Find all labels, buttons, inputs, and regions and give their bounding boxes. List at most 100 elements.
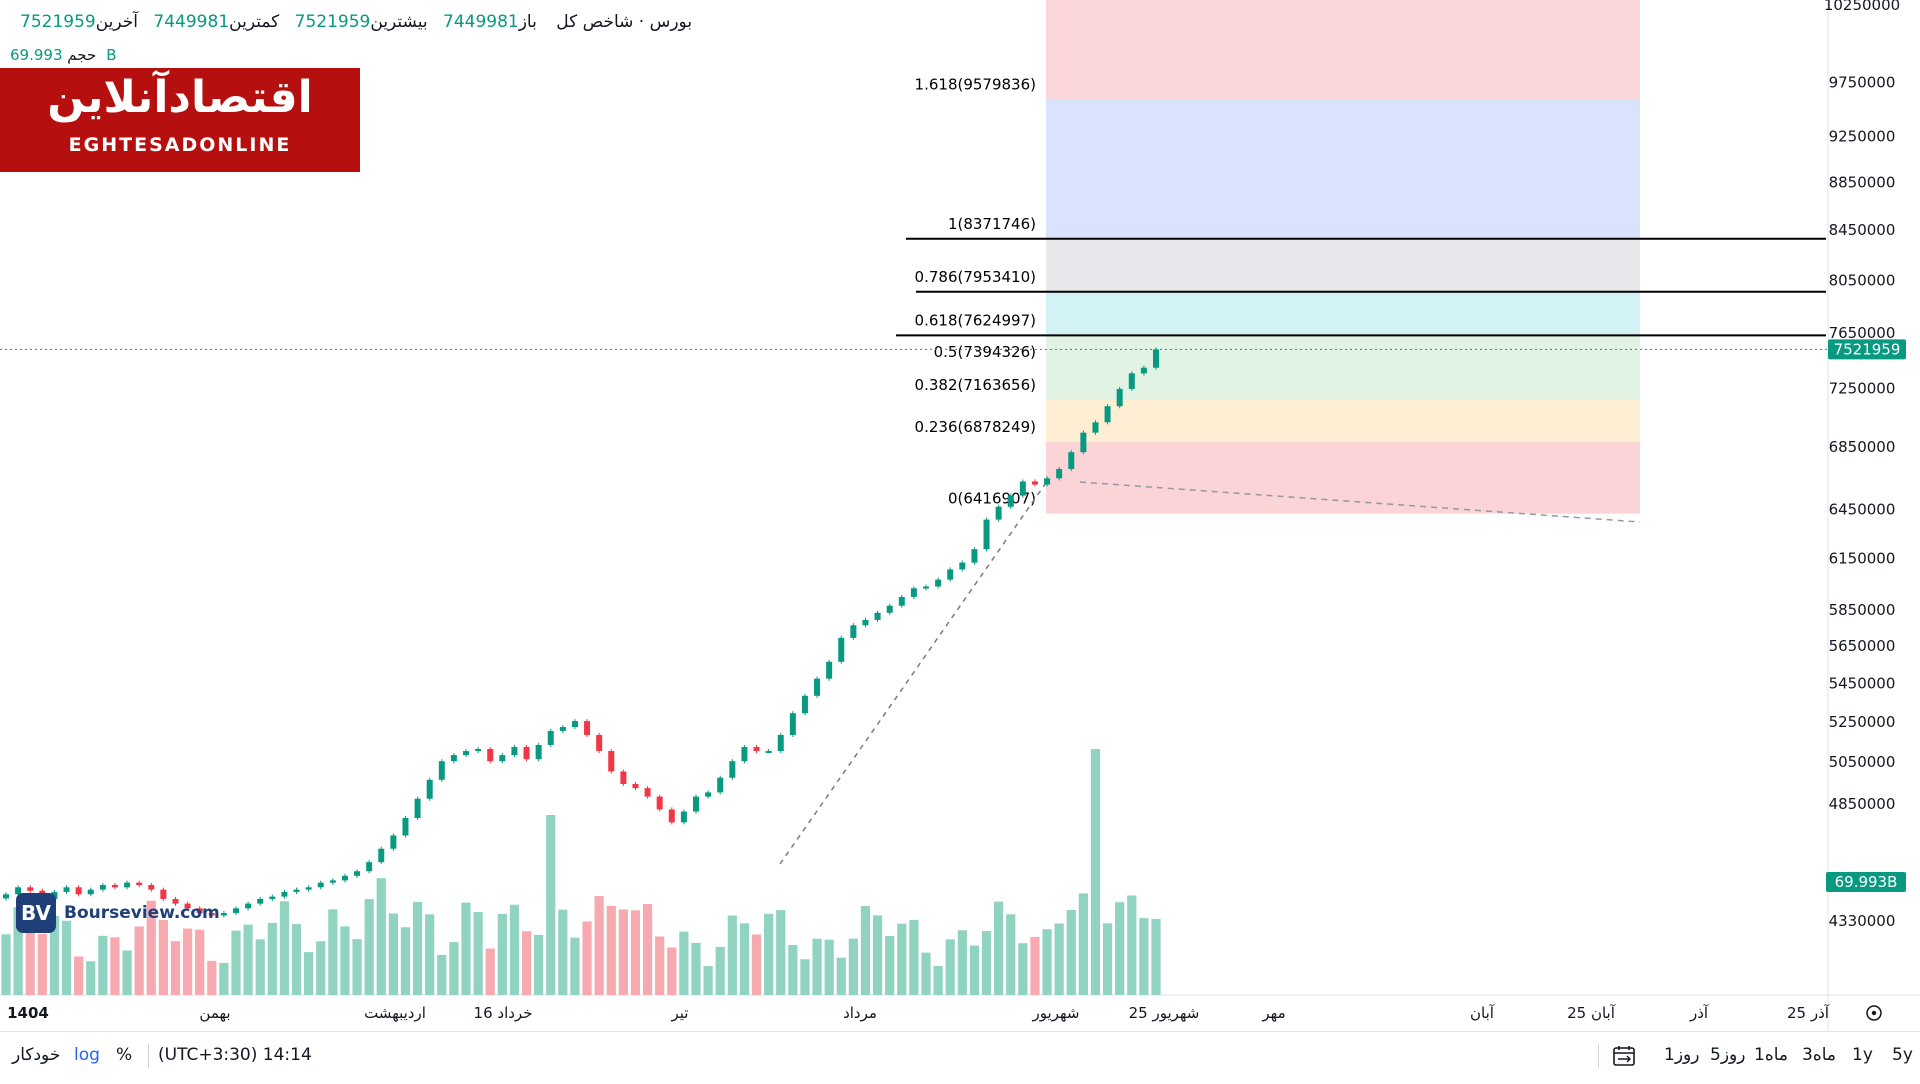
volume-bar bbox=[885, 935, 895, 995]
candle-body bbox=[1128, 373, 1135, 389]
candle-body bbox=[196, 908, 203, 914]
ohlc-legend: بورس · شاخص کل باز7449981 بیشترین7521959… bbox=[10, 12, 692, 32]
candle-body bbox=[693, 796, 699, 812]
period-1d-button[interactable]: 1روز bbox=[1664, 1045, 1700, 1065]
candle-body bbox=[438, 761, 445, 780]
volume-bar bbox=[860, 906, 871, 995]
volume-bar bbox=[691, 942, 701, 995]
candle-body bbox=[547, 730, 554, 745]
volume-bar bbox=[618, 909, 628, 995]
candle-body bbox=[1080, 432, 1087, 453]
price-axis-label: 4330000 bbox=[1829, 912, 1896, 930]
volume-bar bbox=[49, 915, 60, 995]
candle-body bbox=[535, 744, 542, 760]
volume-bar bbox=[388, 913, 398, 995]
period-3m-button[interactable]: 3ماه bbox=[1802, 1045, 1837, 1065]
price-axis-label: 6150000 bbox=[1829, 550, 1896, 568]
auto-scale-toggle[interactable]: خودکار bbox=[12, 1045, 61, 1065]
volume-bar bbox=[582, 921, 592, 995]
time-axis-label: 1404 bbox=[7, 1004, 49, 1022]
period-5d-button[interactable]: 5روز bbox=[1710, 1045, 1746, 1065]
period-1m-button[interactable]: 1ماه bbox=[1754, 1045, 1789, 1065]
candle-body bbox=[850, 625, 857, 638]
price-axis-label: 9250000 bbox=[1829, 128, 1896, 146]
close-label: آخرین bbox=[95, 12, 139, 32]
candle-body bbox=[414, 798, 421, 819]
time-axis: 1404 بهمن اردیبهشت 16 خرداد تیر مرداد شهریور 25… bbox=[7, 1004, 1830, 1022]
volume-bar bbox=[461, 902, 471, 995]
candle-body bbox=[1068, 452, 1075, 470]
price-axis-label: 10250000 bbox=[1824, 0, 1900, 14]
toolbar-divider bbox=[148, 1044, 149, 1068]
volume-bar bbox=[824, 939, 834, 995]
logo-english-text: EGHTESADONLINE bbox=[68, 134, 292, 156]
fib-level-label: 0(6416907) bbox=[948, 490, 1036, 508]
volume-bar bbox=[848, 938, 858, 995]
time-axis-label: اردیبهشت bbox=[364, 1004, 426, 1022]
volume-bar bbox=[1054, 923, 1064, 995]
candle-body bbox=[656, 796, 663, 810]
candle-body bbox=[148, 884, 155, 890]
candle-body bbox=[886, 605, 893, 613]
volume-bar bbox=[1006, 914, 1016, 995]
period-5y-button[interactable]: 5y bbox=[1892, 1045, 1913, 1065]
price-axis-label: 8850000 bbox=[1829, 173, 1896, 191]
symbol-name[interactable]: بورس · شاخص کل bbox=[556, 12, 693, 32]
volume-bar bbox=[546, 815, 556, 995]
price-axis: 10250000 9750000 9250000 8850000 8450000 8050… bbox=[1824, 0, 1906, 930]
volume-bar bbox=[340, 926, 350, 995]
candle-body bbox=[208, 913, 215, 916]
price-axis-label: 5050000 bbox=[1829, 753, 1896, 771]
price-axis-label: 5850000 bbox=[1829, 601, 1896, 619]
price-axis-label: 6450000 bbox=[1829, 500, 1896, 518]
candle-body bbox=[426, 779, 433, 799]
percent-scale-toggle[interactable]: % bbox=[116, 1045, 133, 1065]
volume-bar bbox=[74, 956, 84, 995]
candle-body bbox=[777, 734, 784, 752]
volume-bar bbox=[1127, 895, 1137, 995]
candle-body bbox=[1007, 495, 1014, 507]
candle-series bbox=[3, 347, 1159, 918]
volume-bar bbox=[764, 913, 774, 995]
candle-body bbox=[293, 889, 300, 892]
log-scale-toggle[interactable]: log bbox=[74, 1045, 100, 1065]
toolbar-divider bbox=[1598, 1044, 1599, 1068]
candle-body bbox=[789, 713, 796, 735]
volume-bar bbox=[630, 910, 641, 995]
volume-bar bbox=[376, 878, 386, 995]
volume-bar bbox=[37, 933, 47, 995]
volume-bar bbox=[981, 931, 992, 995]
candle-body bbox=[729, 761, 736, 778]
candle-body bbox=[814, 678, 821, 696]
candle-body bbox=[87, 889, 94, 895]
volume-bar bbox=[328, 909, 338, 995]
volume-bar bbox=[703, 966, 713, 995]
volume-bar bbox=[872, 915, 883, 995]
volume-series bbox=[1, 749, 1161, 995]
open-value: 7449981 bbox=[443, 12, 519, 32]
candle-body bbox=[63, 887, 70, 892]
candle-body bbox=[1019, 481, 1026, 496]
calendar-range-icon[interactable] bbox=[1612, 1044, 1636, 1068]
volume-bar bbox=[655, 936, 665, 995]
fib-zone bbox=[1046, 367, 1640, 400]
volume-bar bbox=[279, 901, 290, 995]
volume-bar bbox=[1102, 923, 1113, 995]
volume-bar bbox=[1066, 909, 1076, 995]
candle-body bbox=[160, 889, 167, 899]
candle-body bbox=[862, 619, 869, 626]
volume-bar bbox=[352, 939, 362, 995]
volume-bar bbox=[594, 896, 604, 995]
settings-gear-icon[interactable] bbox=[1866, 1005, 1882, 1021]
period-1y-button[interactable]: 1y bbox=[1852, 1045, 1873, 1065]
candle-body bbox=[281, 891, 288, 897]
volume-bar bbox=[255, 939, 265, 995]
candle-body bbox=[923, 586, 929, 589]
volume-bar bbox=[727, 915, 737, 995]
candle-body bbox=[136, 882, 143, 885]
candle-body bbox=[935, 579, 942, 587]
timezone-clock[interactable]: (UTC+3:30) 14:14 bbox=[158, 1045, 312, 1065]
volume-bar bbox=[969, 945, 980, 995]
